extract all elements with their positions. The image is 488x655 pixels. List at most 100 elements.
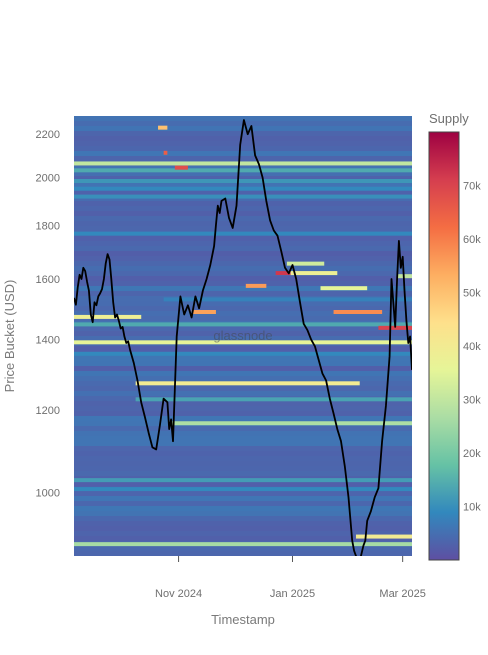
y-tick-label: 2000 [36,173,60,185]
heatmap-background-row [74,151,412,157]
heatmap-layer [74,116,412,556]
heatmap-background-row [74,456,412,462]
heatmap-background-row [74,506,412,512]
heatmap-background-row [74,546,412,552]
heatmap-background-row [74,176,412,182]
heatmap-background-row [74,451,412,457]
heatmap-background-row [74,131,412,137]
colorbar-title: Supply [429,111,469,126]
heatmap-background-row [74,536,412,542]
heatmap-band [74,351,412,356]
heatmap-hot-spot [158,125,168,130]
x-axis: Nov 2024 Jan 2025 Mar 2025 [155,556,426,600]
heatmap-hot-spot [290,271,338,276]
heatmap-background-row [74,211,412,217]
heatmap-hot-spot [378,325,412,330]
y-axis-title: Price Bucket (USD) [2,280,17,393]
heatmap-background-row [74,526,412,532]
heatmap-background-row [74,516,412,522]
colorbar-tick-label: 30k [463,395,481,407]
heatmap-background-row [74,206,412,212]
x-tick-label: Jan 2025 [270,588,315,600]
heatmap-background-row [74,491,412,497]
heatmap-background-row [74,366,412,372]
heatmap-background-row [74,171,412,177]
heatmap-band [74,322,412,327]
y-tick-label: 1800 [36,220,60,232]
heatmap-background-row [74,281,412,287]
heatmap-background-row [74,141,412,147]
heatmap-background-row [74,511,412,517]
heatmap-band [135,381,360,386]
y-tick-label: 1000 [36,488,60,500]
heatmap-background-row [74,331,412,337]
heatmap-band [74,231,412,236]
heatmap-band [74,487,412,492]
heatmap-background-row [74,401,412,407]
heatmap-background-row [74,446,412,452]
x-tick-label: Mar 2025 [379,588,425,600]
heatmap-background-row [74,346,412,352]
heatmap-background-row [74,261,412,267]
heatmap-background-row [74,216,412,222]
colorbar-gradient [428,131,460,561]
colorbar-ticks: 10k 20k 30k 40k 50k 60k 70k [463,181,481,514]
heatmap-background-row [74,326,412,332]
heatmap-band [163,297,412,302]
heatmap-background-row [74,291,412,297]
heatmap-background-row [74,136,412,142]
heatmap-background-row [74,461,412,467]
heatmap-background-row [74,416,412,422]
heatmap-background-row [74,431,412,437]
colorbar-tick-label: 70k [463,181,481,193]
heatmap-background-row [74,201,412,207]
heatmap-band [74,314,142,319]
heatmap-background-row [74,336,412,342]
x-axis-title: Timestamp [211,612,275,627]
heatmap-background-row [74,266,412,272]
heatmap-background-row [74,481,412,487]
y-tick-label: 1600 [36,274,60,286]
heatmap-background-row [74,426,412,432]
y-tick-label: 2200 [36,129,60,141]
heatmap-band [135,397,412,402]
heatmap-background-row [74,361,412,367]
heatmap-background-row [74,376,412,382]
heatmap-band [74,186,412,191]
heatmap-background-row [74,521,412,527]
heatmap-background-row [74,471,412,477]
heatmap-band [74,340,412,345]
heatmap-hot-spot [286,261,325,266]
heatmap-background-row [74,441,412,447]
heatmap-background-row [74,356,412,362]
heatmap-background-row [74,251,412,257]
watermark: glassnode [213,328,272,343]
heatmap-band [74,194,412,199]
heatmap-background-row [74,316,412,322]
heatmap-background-row [74,191,412,197]
heatmap-background-row [74,241,412,247]
colorbar-tick-label: 60k [463,234,481,246]
colorbar-tick-label: 20k [463,448,481,460]
heatmap-hot-spot [275,271,291,276]
heatmap-hot-spot [174,165,188,170]
colorbar-tick-label: 50k [463,288,481,300]
heatmap-background-row [74,531,412,537]
heatmap-background-row [74,406,412,412]
heatmap-background-row [74,226,412,232]
heatmap-background-row [74,411,412,417]
heatmap-hot-spot [320,286,368,291]
price-line [74,119,412,556]
heatmap-hot-spot [245,283,267,288]
heatmap-hot-spot [333,310,383,315]
colorbar-tick-label: 40k [463,341,481,353]
heatmap-band [74,478,412,483]
heatmap-background-row [74,116,412,122]
heatmap-band [74,542,412,547]
heatmap-background-row [74,236,412,242]
heatmap-background-row [74,146,412,152]
heatmap-background-row [74,196,412,202]
heatmap-background-row [74,391,412,397]
